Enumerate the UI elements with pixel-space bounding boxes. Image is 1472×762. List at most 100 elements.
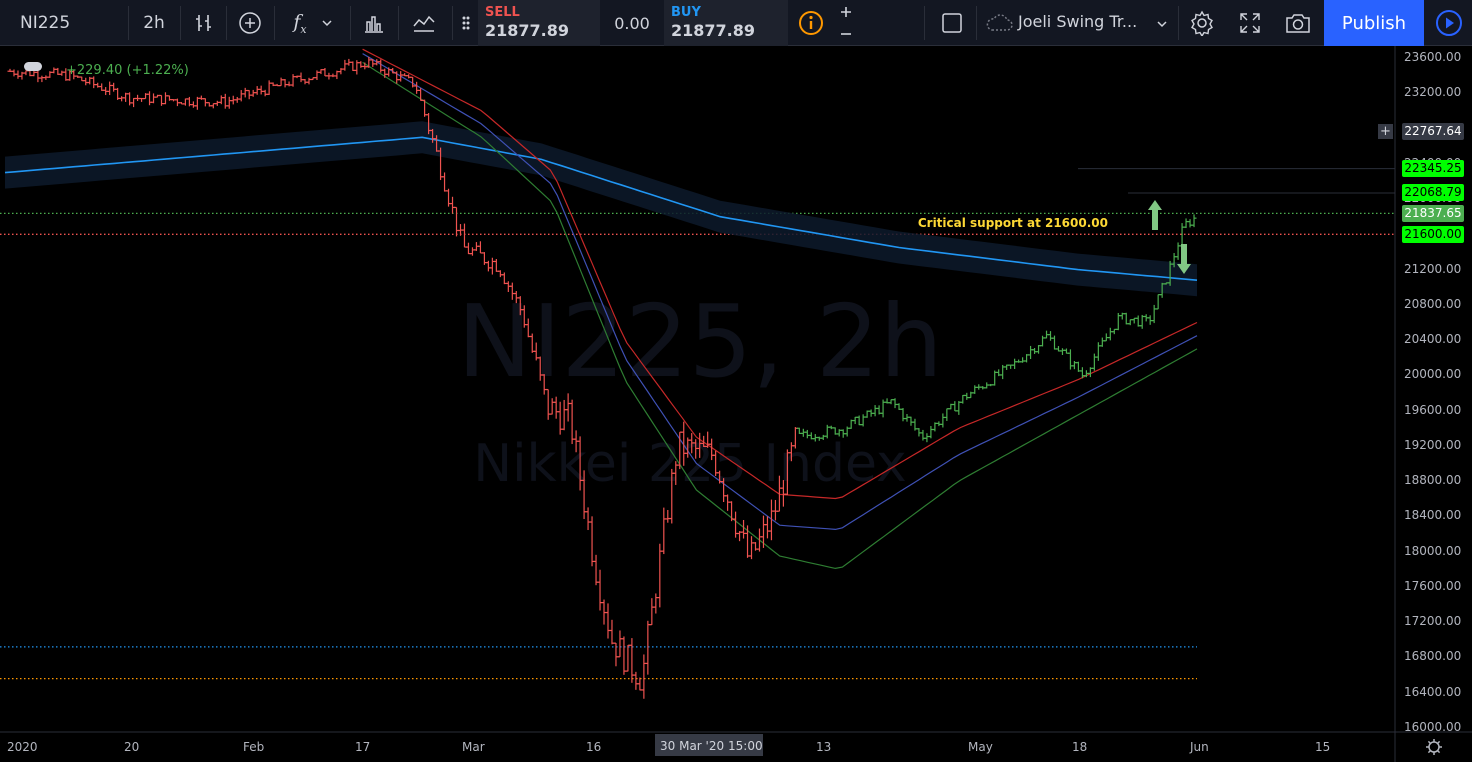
indicators-button[interactable]: fx bbox=[278, 0, 348, 46]
collapse-legend-icon[interactable] bbox=[24, 62, 42, 71]
ohlc-bar bbox=[900, 408, 906, 422]
divider bbox=[924, 6, 925, 40]
price-tick-label: 20400.00 bbox=[1404, 332, 1462, 347]
replay-button[interactable] bbox=[402, 0, 446, 46]
ohlc-bar bbox=[729, 501, 735, 522]
price-tag[interactable]: 22345.25 bbox=[1402, 160, 1464, 178]
ohlc-bar bbox=[749, 536, 755, 560]
drawing-tools[interactable] bbox=[1148, 200, 1191, 274]
sell-label: SELL bbox=[485, 5, 520, 20]
price-tag[interactable]: 21837.65 bbox=[1402, 204, 1464, 222]
ohlc-bar bbox=[398, 71, 404, 82]
templates-button[interactable] bbox=[354, 0, 394, 46]
snapshot-button[interactable] bbox=[1276, 0, 1320, 46]
watermark: NI225, 2h Nikkei 225 Index bbox=[457, 283, 943, 494]
ohlc-bar bbox=[613, 642, 619, 667]
price-change: +229.40 (+1.22%) bbox=[66, 63, 189, 78]
compare-button[interactable] bbox=[230, 0, 270, 46]
divider bbox=[274, 6, 275, 40]
ohlc-bar bbox=[908, 416, 914, 426]
support-annotation[interactable]: Critical support at 21600.00 bbox=[918, 216, 1108, 230]
price-tag[interactable]: 22767.64 bbox=[1402, 122, 1464, 140]
ohlc-bar bbox=[497, 270, 503, 278]
moving-average-line[interactable] bbox=[362, 53, 1198, 531]
moving-average-line[interactable] bbox=[362, 61, 1198, 570]
info-button[interactable] bbox=[792, 0, 830, 46]
ohlc-bar bbox=[952, 401, 958, 412]
sell-price: 21877.89 bbox=[485, 21, 570, 40]
price-tick-label: 20000.00 bbox=[1404, 367, 1462, 382]
ohlc-bar bbox=[597, 569, 603, 611]
ohlc-bar bbox=[250, 89, 256, 97]
ohlc-bar bbox=[916, 428, 922, 437]
price-chart[interactable]: NI225, 2h Nikkei 225 Index Critical supp… bbox=[0, 46, 1472, 762]
expand-button[interactable] bbox=[1228, 0, 1272, 46]
symbol-search[interactable]: NI225 bbox=[8, 0, 140, 46]
divider bbox=[1178, 6, 1179, 40]
sell-button[interactable]: SELL 21877.89 bbox=[478, 0, 600, 46]
ohlc-bar bbox=[964, 392, 970, 400]
settings-button[interactable] bbox=[1182, 0, 1222, 46]
ohlc-bar bbox=[1123, 312, 1129, 325]
ohlc-bar bbox=[852, 416, 858, 425]
ohlc-bar bbox=[1107, 327, 1113, 341]
ohlc-bar bbox=[1036, 345, 1042, 354]
ohlc-bar bbox=[617, 630, 623, 658]
quantity-increase-button[interactable] bbox=[834, 1, 858, 23]
ohlc-bar bbox=[1020, 357, 1026, 363]
ohlc-bar bbox=[162, 92, 168, 105]
ohlc-bar bbox=[629, 638, 635, 683]
ohlc-bar bbox=[1028, 345, 1034, 360]
ohlc-bar bbox=[131, 97, 137, 108]
up-arrow-icon[interactable] bbox=[1148, 200, 1162, 230]
down-arrow-icon[interactable] bbox=[1177, 244, 1191, 274]
interval-button[interactable]: 2h bbox=[132, 0, 176, 46]
ohlc-bar bbox=[1131, 317, 1137, 324]
ohlc-bar bbox=[585, 507, 591, 531]
publish-button[interactable]: Publish bbox=[1324, 0, 1424, 46]
divider bbox=[452, 6, 453, 40]
time-axis-settings-button[interactable] bbox=[1426, 739, 1442, 755]
ohlc-bar bbox=[91, 76, 97, 89]
buy-button[interactable]: BUY 21877.89 bbox=[664, 0, 788, 46]
grip-icon bbox=[462, 16, 470, 30]
spread-text: 0.00 bbox=[614, 13, 650, 33]
ohlc-bar bbox=[593, 554, 599, 586]
moving-average-line[interactable] bbox=[4, 136, 1198, 281]
expand-icon bbox=[1240, 13, 1260, 33]
divider bbox=[350, 6, 351, 40]
quantity-decrease-button[interactable] bbox=[834, 23, 858, 45]
ohlc-bar bbox=[872, 405, 878, 417]
ohlc-bar bbox=[290, 74, 296, 87]
ohlc-bar bbox=[1191, 214, 1197, 228]
ohlc-bar bbox=[489, 257, 495, 275]
price-tick-label: 21200.00 bbox=[1404, 261, 1462, 276]
price-tick-label: 18400.00 bbox=[1404, 508, 1462, 523]
ohlc-bar bbox=[107, 81, 113, 96]
add-alert-plus-icon[interactable]: + bbox=[1378, 123, 1393, 139]
ohlc-bar bbox=[119, 96, 125, 102]
ohlc-bar bbox=[465, 242, 471, 255]
layout-selector[interactable]: Joeli Swing Tr... bbox=[984, 8, 1174, 38]
price-bars bbox=[7, 56, 1197, 699]
play-button[interactable] bbox=[1426, 0, 1472, 46]
crosshair-time-label: 30 Mar '20 15:00 bbox=[655, 734, 763, 756]
price-tag[interactable]: 21600.00 bbox=[1402, 225, 1464, 243]
ohlc-bar bbox=[238, 90, 244, 102]
ohlc-bar bbox=[1099, 337, 1105, 347]
price-tick-label: 23200.00 bbox=[1404, 85, 1462, 100]
bar-style-button[interactable] bbox=[184, 0, 224, 46]
ohlc-bar bbox=[151, 93, 157, 104]
time-tick-label: 13 bbox=[816, 740, 832, 754]
drag-handle[interactable] bbox=[456, 0, 476, 46]
line-chart-icon bbox=[413, 15, 435, 32]
gear-icon bbox=[1428, 741, 1440, 753]
crosshair-date: 30 Mar '20 bbox=[660, 739, 724, 753]
price-tag[interactable]: 22068.79 bbox=[1402, 184, 1464, 202]
ohlc-bar bbox=[657, 543, 663, 608]
square-icon bbox=[942, 13, 962, 33]
ohlc-bar bbox=[772, 499, 778, 521]
fullscreen-toggle[interactable] bbox=[930, 0, 974, 46]
spread-value: 0.00 bbox=[602, 0, 662, 46]
price-tick-label: 18800.00 bbox=[1404, 473, 1462, 488]
